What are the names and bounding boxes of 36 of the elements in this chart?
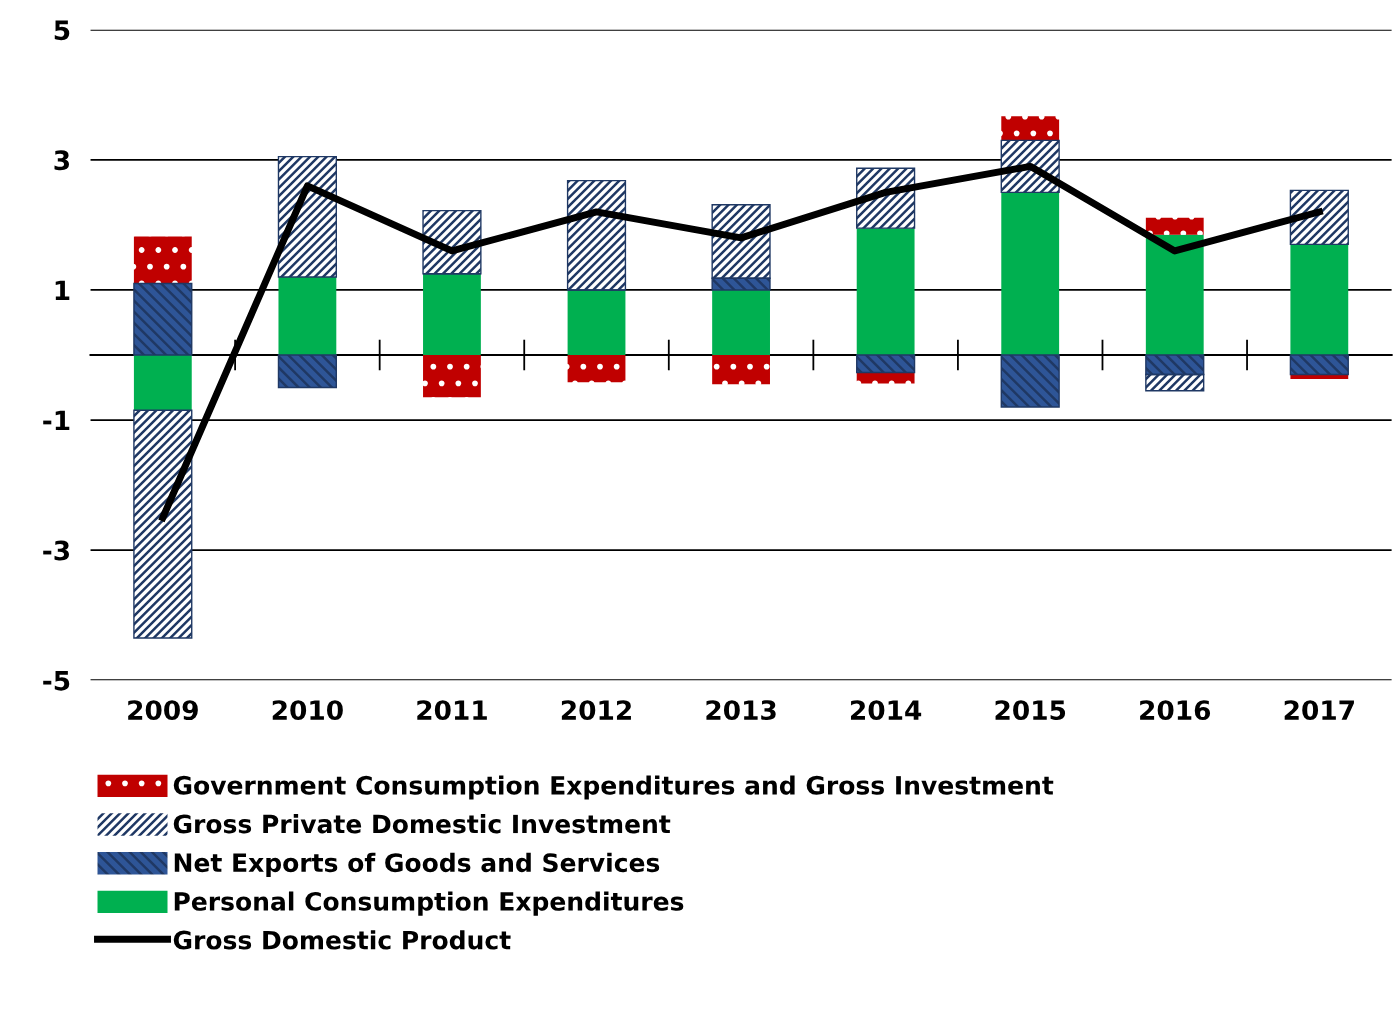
bar <box>1001 192 1060 355</box>
x-tick-label: 2011 <box>417 700 487 721</box>
bar <box>133 355 192 411</box>
x-tick-label: 2010 <box>272 700 343 721</box>
legend-label: Gross Private Domestic Investment <box>173 814 671 834</box>
x-tick-label: 2016 <box>1140 700 1211 721</box>
bar <box>1145 234 1204 355</box>
y-tick-label: -3 <box>43 540 69 561</box>
x-tick-label: 2015 <box>995 700 1066 721</box>
bar <box>712 355 770 385</box>
bar <box>423 273 481 355</box>
y-tick-label: -5 <box>43 671 70 691</box>
bar <box>856 372 915 384</box>
y-tick-label: 3 <box>54 150 69 171</box>
bar <box>712 289 770 355</box>
y-tick-label: 5 <box>54 20 70 41</box>
y-tick-label: 1 <box>55 280 70 300</box>
bar <box>278 276 337 355</box>
x-tick-label: 2017 <box>1284 700 1354 721</box>
legend-label: Personal Consumption Expenditures <box>174 891 684 916</box>
bar <box>567 289 626 355</box>
x-tick-label: 2012 <box>561 700 631 721</box>
bar <box>856 228 915 355</box>
y-tick-label: -1 <box>43 410 70 431</box>
bar <box>1145 217 1204 235</box>
bar <box>423 355 481 398</box>
bar <box>1290 244 1349 355</box>
bar <box>133 236 192 284</box>
legend-label: Government Consumption Expenditures and Gross Investment <box>173 775 1054 800</box>
legend-label: Gross Domestic Product <box>173 930 511 950</box>
x-tick-label: 2013 <box>706 700 776 721</box>
bar <box>567 355 626 383</box>
x-tick-label: 2014 <box>851 700 922 721</box>
legend-label: Net Exports of Goods and Services <box>174 852 660 877</box>
x-tick-label: 2009 <box>128 700 198 721</box>
bar <box>1001 116 1060 141</box>
